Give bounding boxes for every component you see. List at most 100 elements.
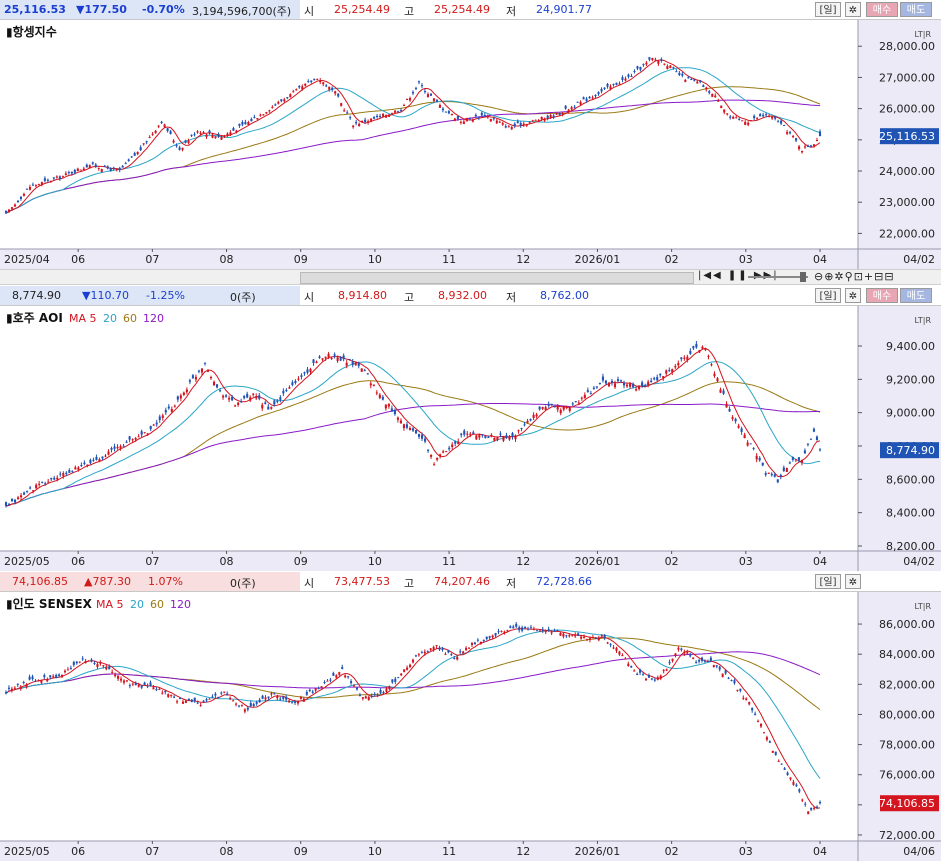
candle [194,374,197,383]
candle [199,702,202,707]
candle-body [190,134,193,136]
candle [498,120,501,123]
candle [390,405,393,412]
panel2-buy-button[interactable]: 매수 [866,288,898,303]
gear-icon[interactable]: ✲ [845,288,861,303]
panel1-period-button[interactable]: [일] [815,2,841,17]
candle-body [663,63,666,65]
candle [423,89,427,94]
candle [526,418,529,424]
panel3-period-button[interactable]: [일] [815,574,841,589]
candle [789,777,792,781]
candle-body [451,444,454,448]
panel1-buy-button[interactable]: 매수 [866,2,898,17]
candle-body [495,120,498,124]
candle-body [450,654,453,656]
candle [482,639,485,643]
candle-body [139,147,142,151]
candle-body [232,700,235,702]
panel1-chart[interactable]: 28,000.0027,000.0026,000.0025,000.0024,0… [0,20,941,269]
candle-body [161,692,164,694]
candle [215,384,219,389]
candle-body [157,125,160,127]
y-tick-label: 86,000.00 [879,618,935,631]
candle [420,650,423,654]
candle [376,114,379,119]
candle [677,360,680,369]
candle-body [164,690,167,693]
candle [789,130,792,135]
y-tick-label: 82,000.00 [879,678,935,691]
candle-body [109,168,112,171]
candle [417,652,420,657]
candle-body [759,114,762,117]
candle [439,453,442,459]
candle-body [698,660,701,662]
candle [662,375,665,381]
candle-body [41,481,44,483]
candle-body [724,670,727,674]
candle [358,122,361,127]
toolbar-icons[interactable]: ⊖⊕✲⚲⊡+⊟⊟ [814,270,895,283]
candle-body [777,121,780,123]
gear-icon[interactable]: ✲ [845,574,861,589]
candle-body [644,678,648,681]
candle-body [465,647,468,651]
panel2-chart[interactable]: 9,400.009,200.009,000.008,800.008,600.00… [0,306,941,571]
candle [289,93,292,98]
candle [453,117,456,122]
chart-title: ▮호주 AOI [6,311,63,325]
candle-body [621,655,624,657]
candle-body [559,409,562,414]
panel1-sell-button[interactable]: 매도 [900,2,932,17]
candle-body [243,396,246,399]
panel3-low-label: 저 [506,577,517,590]
candle [315,360,318,364]
candle [296,700,300,706]
candle [568,633,571,638]
panel1-scrollbar[interactable]: |◀◀ ❚❚ ▶▶| ⊖⊕✲⚲⊡+⊟⊟ [0,269,941,285]
candle-body [205,699,208,701]
candle-body [507,126,510,128]
candle-body [453,118,456,121]
candle-body [499,433,502,435]
zoom-slider[interactable] [748,276,808,278]
candle [662,669,665,674]
candle-body [515,623,518,627]
candle-body [273,693,276,695]
candle-body [113,446,116,449]
candle-body [220,692,223,694]
candle [84,658,87,664]
candle [810,807,813,812]
candle [719,387,722,394]
candle [601,373,604,383]
candle [393,408,396,416]
panel1-price: 25,116.53 [4,3,66,16]
candle-body [731,417,734,419]
candle [267,696,270,701]
candle [656,675,659,681]
scroll-nav-icons[interactable]: |◀◀ ❚❚ ▶▶| [698,270,779,281]
panel2-sell-button[interactable]: 매도 [900,288,932,303]
candle [577,632,580,636]
candle [166,127,169,133]
candle [352,684,356,688]
candle-body [568,407,571,411]
gear-icon[interactable]: ✲ [845,2,861,17]
candle [603,634,606,641]
candle [382,690,385,695]
candle-body [55,675,58,678]
candle [788,461,791,465]
candle-body [740,428,743,432]
candle [190,698,193,703]
panel2-period-button[interactable]: [일] [815,288,841,303]
candle-body [49,180,52,183]
scroll-thumb[interactable] [300,272,694,284]
candle-body [319,80,322,83]
zoom-slider-handle[interactable] [800,272,806,282]
panel3-chart[interactable]: 86,000.0084,000.0082,000.0080,000.0078,0… [0,592,941,861]
candle [647,673,650,678]
candle [472,430,475,435]
candle-body [298,85,301,88]
candle-body [169,131,172,135]
